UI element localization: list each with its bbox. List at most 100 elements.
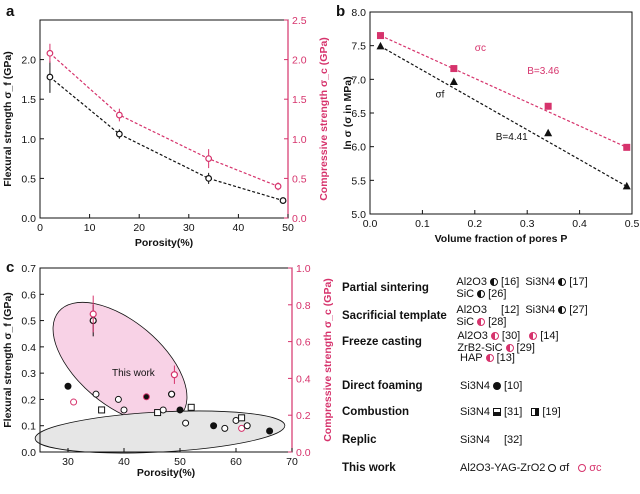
legend-item: σc bbox=[575, 462, 602, 474]
panel-letter-b: b bbox=[336, 3, 345, 20]
legend-item: [14] bbox=[526, 330, 559, 342]
y-tick-label-a: 1.5 bbox=[21, 94, 36, 106]
fit-line-square bbox=[380, 35, 628, 148]
legend-item-ref: [31] bbox=[503, 406, 523, 418]
legend-category: Sacrificial template bbox=[342, 310, 447, 322]
data-point-triangle bbox=[449, 77, 458, 86]
legend-symbol-icon bbox=[529, 332, 538, 340]
legend-item-ref: σf bbox=[559, 462, 570, 474]
legend-item-label: ZrB2-SiC bbox=[457, 342, 503, 354]
y-tick-label-a: 2.0 bbox=[21, 55, 36, 67]
x-tick-label-a: 20 bbox=[133, 222, 145, 234]
literature-point bbox=[114, 395, 122, 403]
y2-tick-label-a: 2.0 bbox=[292, 55, 307, 67]
x-tick-label-b: 0.0 bbox=[363, 218, 378, 230]
chart-panel-b: 0.0 0.1 0.2 0.3 0.4 0.5 5.0 5.5 6.0 6.5 7.0 7.5 8.0 V… bbox=[342, 7, 639, 245]
legend-item-label: Si3N4 bbox=[525, 304, 556, 316]
literature-point bbox=[64, 382, 72, 390]
y2-tick-label-a: 0.5 bbox=[292, 173, 307, 185]
y-tick-label-c: 0.2 bbox=[21, 394, 36, 406]
x-tick-label-a: 0 bbox=[37, 222, 43, 234]
x-axis-title-b: Volume fraction of pores P bbox=[435, 233, 568, 245]
legend-item-ref: σc bbox=[589, 462, 602, 474]
label-sigma-f: σf bbox=[436, 90, 445, 101]
legend-item-label: Si3N4 bbox=[460, 406, 490, 418]
data-point-square bbox=[376, 32, 384, 40]
literature-point bbox=[221, 424, 229, 432]
data-point-sigma-f bbox=[115, 130, 123, 138]
x-tick-label-c: 30 bbox=[62, 456, 74, 468]
y2-axis-title-c: Compressive strength σ_c (GPa) bbox=[322, 278, 334, 442]
legend-item: Si3N4 [17] bbox=[525, 276, 587, 288]
legend-symbol-icon bbox=[548, 464, 557, 472]
y2-tick-label-c: 0.2 bbox=[296, 410, 311, 422]
data-point-square bbox=[623, 143, 631, 151]
legend-item: Al2O3-YAG-ZrO2 σf bbox=[460, 462, 569, 474]
chart-panel-a: 0 10 20 30 40 500.00.51.01.52.00.00.51.01.52.… bbox=[2, 15, 330, 249]
y-tick-label-b: 6.5 bbox=[351, 108, 366, 120]
literature-point bbox=[70, 398, 78, 406]
data-point-sigma-c bbox=[46, 49, 54, 57]
data-point-square bbox=[544, 102, 552, 110]
legend-item-ref: [28] bbox=[488, 316, 507, 328]
fit-line-sigma-c bbox=[49, 52, 279, 187]
legend-symbol-icon bbox=[490, 332, 499, 340]
legend-row: Sacrificial template Al2O3 [12] Si3N4 [27] Si… bbox=[342, 304, 638, 328]
legend-row: Partial sintering Al2O3 [16] Si3N4 [17] SiC [2… bbox=[342, 276, 638, 300]
y-tick-label-c: 0.4 bbox=[21, 342, 36, 354]
legend-item-label: Si3N4 bbox=[525, 276, 556, 288]
y-tick-label-b: 7.0 bbox=[351, 74, 366, 86]
legend-symbol-icon bbox=[493, 436, 501, 444]
legend-item: Si3N4 [27] bbox=[525, 304, 587, 316]
label-b-f: B=4.41 bbox=[496, 132, 528, 143]
legend-panel-c: Partial sintering Al2O3 [16] Si3N4 [17] SiC [2… bbox=[342, 268, 638, 490]
legend-item-ref: [29] bbox=[516, 342, 535, 354]
chart-panel-c: 30 40 50 60 700.00.10.20.30.40.50.60.70.00.2… bbox=[2, 263, 334, 479]
legend-symbol-icon bbox=[485, 354, 494, 362]
data-point-sigma-c bbox=[115, 111, 123, 119]
legend-item: SiC [28] bbox=[456, 316, 506, 328]
literature-point bbox=[182, 419, 190, 427]
y2-tick-label-c: 1.0 bbox=[296, 263, 311, 275]
x-tick-label-a: 30 bbox=[183, 222, 195, 234]
data-point-sigma-f bbox=[205, 174, 213, 182]
x-tick-label-c: 60 bbox=[230, 456, 242, 468]
data-point-triangle bbox=[376, 41, 385, 50]
legend-category: This work bbox=[342, 462, 396, 474]
y-axis-title-c: Flexural strength σ_f (GPa) bbox=[2, 292, 14, 428]
y-tick-label-a: 0.5 bbox=[21, 173, 36, 185]
y2-tick-label-a: 1.0 bbox=[292, 134, 307, 146]
label-b-c: B=3.46 bbox=[527, 66, 559, 77]
legend-item-ref: [27] bbox=[569, 304, 588, 316]
legend-item: ZrB2-SiC [29] bbox=[457, 342, 535, 354]
legend-symbol-icon bbox=[558, 306, 567, 314]
legend-item-ref: [30] bbox=[501, 330, 521, 342]
legend-item: HAP [13] bbox=[460, 352, 515, 364]
x-tick-label-c: 40 bbox=[118, 456, 130, 468]
x-tick-label-a: 50 bbox=[282, 222, 294, 234]
legend-item-ref: [19] bbox=[542, 406, 561, 418]
legend-category: Direct foaming bbox=[342, 380, 423, 392]
data-point-triangle bbox=[544, 128, 553, 137]
literature-point bbox=[92, 390, 100, 398]
this-work-point bbox=[168, 390, 176, 398]
legend-item: Si3N4 [31] bbox=[460, 406, 522, 418]
literature-point bbox=[98, 406, 106, 414]
label-sigma-c: σc bbox=[475, 43, 486, 54]
legend-item: Si3N4 [32] bbox=[460, 434, 522, 446]
y-tick-label-c: 0.3 bbox=[21, 368, 36, 380]
literature-point bbox=[238, 424, 246, 432]
y2-tick-label-a: 1.5 bbox=[292, 94, 307, 106]
literature-point bbox=[176, 406, 184, 414]
legend-item-label: HAP bbox=[460, 352, 483, 364]
y-tick-label-b: 5.5 bbox=[351, 175, 366, 187]
y-axis-title-b: ln σ (σ in MPa) bbox=[342, 76, 354, 149]
legend-symbol-icon bbox=[558, 278, 567, 286]
legend-category: Freeze casting bbox=[342, 336, 422, 348]
legend-symbol-icon bbox=[505, 344, 514, 352]
y-tick-label-b: 8.0 bbox=[351, 7, 366, 19]
literature-point bbox=[238, 414, 246, 422]
legend-symbol-icon bbox=[477, 290, 486, 298]
legend-row: Freeze casting Al2O3 [30] [14] ZrB2-SiC [29] bbox=[342, 330, 638, 354]
data-point-sigma-f bbox=[46, 73, 54, 81]
